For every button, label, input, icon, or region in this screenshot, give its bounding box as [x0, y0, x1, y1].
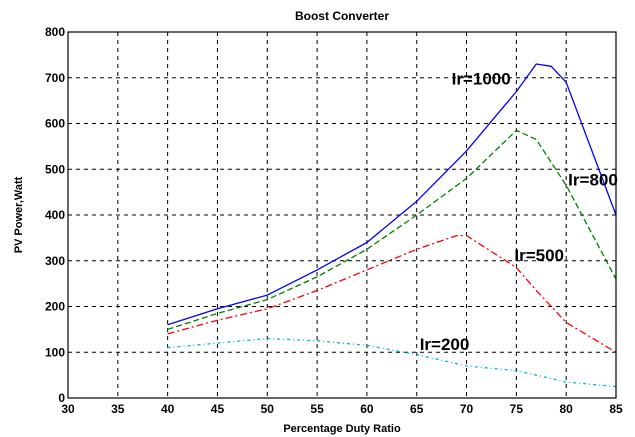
series-line-ir-500 — [167, 234, 617, 353]
x-tick-label: 70 — [460, 402, 474, 416]
y-tick-label: 200 — [45, 300, 65, 314]
x-tick-label: 60 — [360, 402, 374, 416]
y-tick-label: 500 — [45, 162, 65, 176]
series-line-ir-200 — [167, 337, 617, 388]
y-tick-label: 400 — [45, 208, 65, 222]
chart-title: Boost Converter — [295, 9, 389, 23]
grid — [68, 32, 616, 398]
y-tick-label: 0 — [58, 391, 65, 405]
x-tick-label: 45 — [211, 402, 225, 416]
series-annotation: Ir=500 — [514, 246, 564, 265]
x-tick-label: 65 — [410, 402, 424, 416]
x-tick-label: 55 — [310, 402, 324, 416]
y-tick-label: 100 — [45, 345, 65, 359]
annotations: Ir=1000 Ir=800 Ir=500 Ir=200 — [420, 70, 618, 354]
series-annotation: Ir=1000 — [452, 70, 511, 89]
x-tick-label: 75 — [510, 402, 524, 416]
plot-frame — [67, 31, 617, 399]
y-tick-label: 700 — [45, 71, 65, 85]
x-axis-label: Percentage Duty Ratio — [283, 423, 401, 435]
x-tick-label: 50 — [261, 402, 275, 416]
x-tick-labels: 30 35 40 45 50 55 60 65 70 75 80 85 — [61, 402, 623, 416]
x-tick-label: 30 — [61, 402, 75, 416]
y-tick-label: 300 — [45, 254, 65, 268]
x-tick-label: 80 — [560, 402, 574, 416]
y-axis-label: PV Power,Watt — [13, 176, 25, 253]
y-tick-labels: 0 100 200 300 400 500 600 700 800 — [45, 25, 65, 405]
x-tick-label: 40 — [161, 402, 175, 416]
series-annotation: Ir=200 — [420, 335, 470, 354]
series-annotation: Ir=800 — [568, 170, 618, 189]
x-tick-label: 35 — [111, 402, 125, 416]
y-tick-label: 800 — [45, 25, 65, 39]
x-tick-label: 85 — [609, 402, 623, 416]
series-line-ir-1000 — [167, 63, 617, 326]
y-tick-label: 600 — [45, 117, 65, 131]
series-line-ir-800 — [167, 129, 617, 331]
series-lines — [167, 63, 617, 388]
